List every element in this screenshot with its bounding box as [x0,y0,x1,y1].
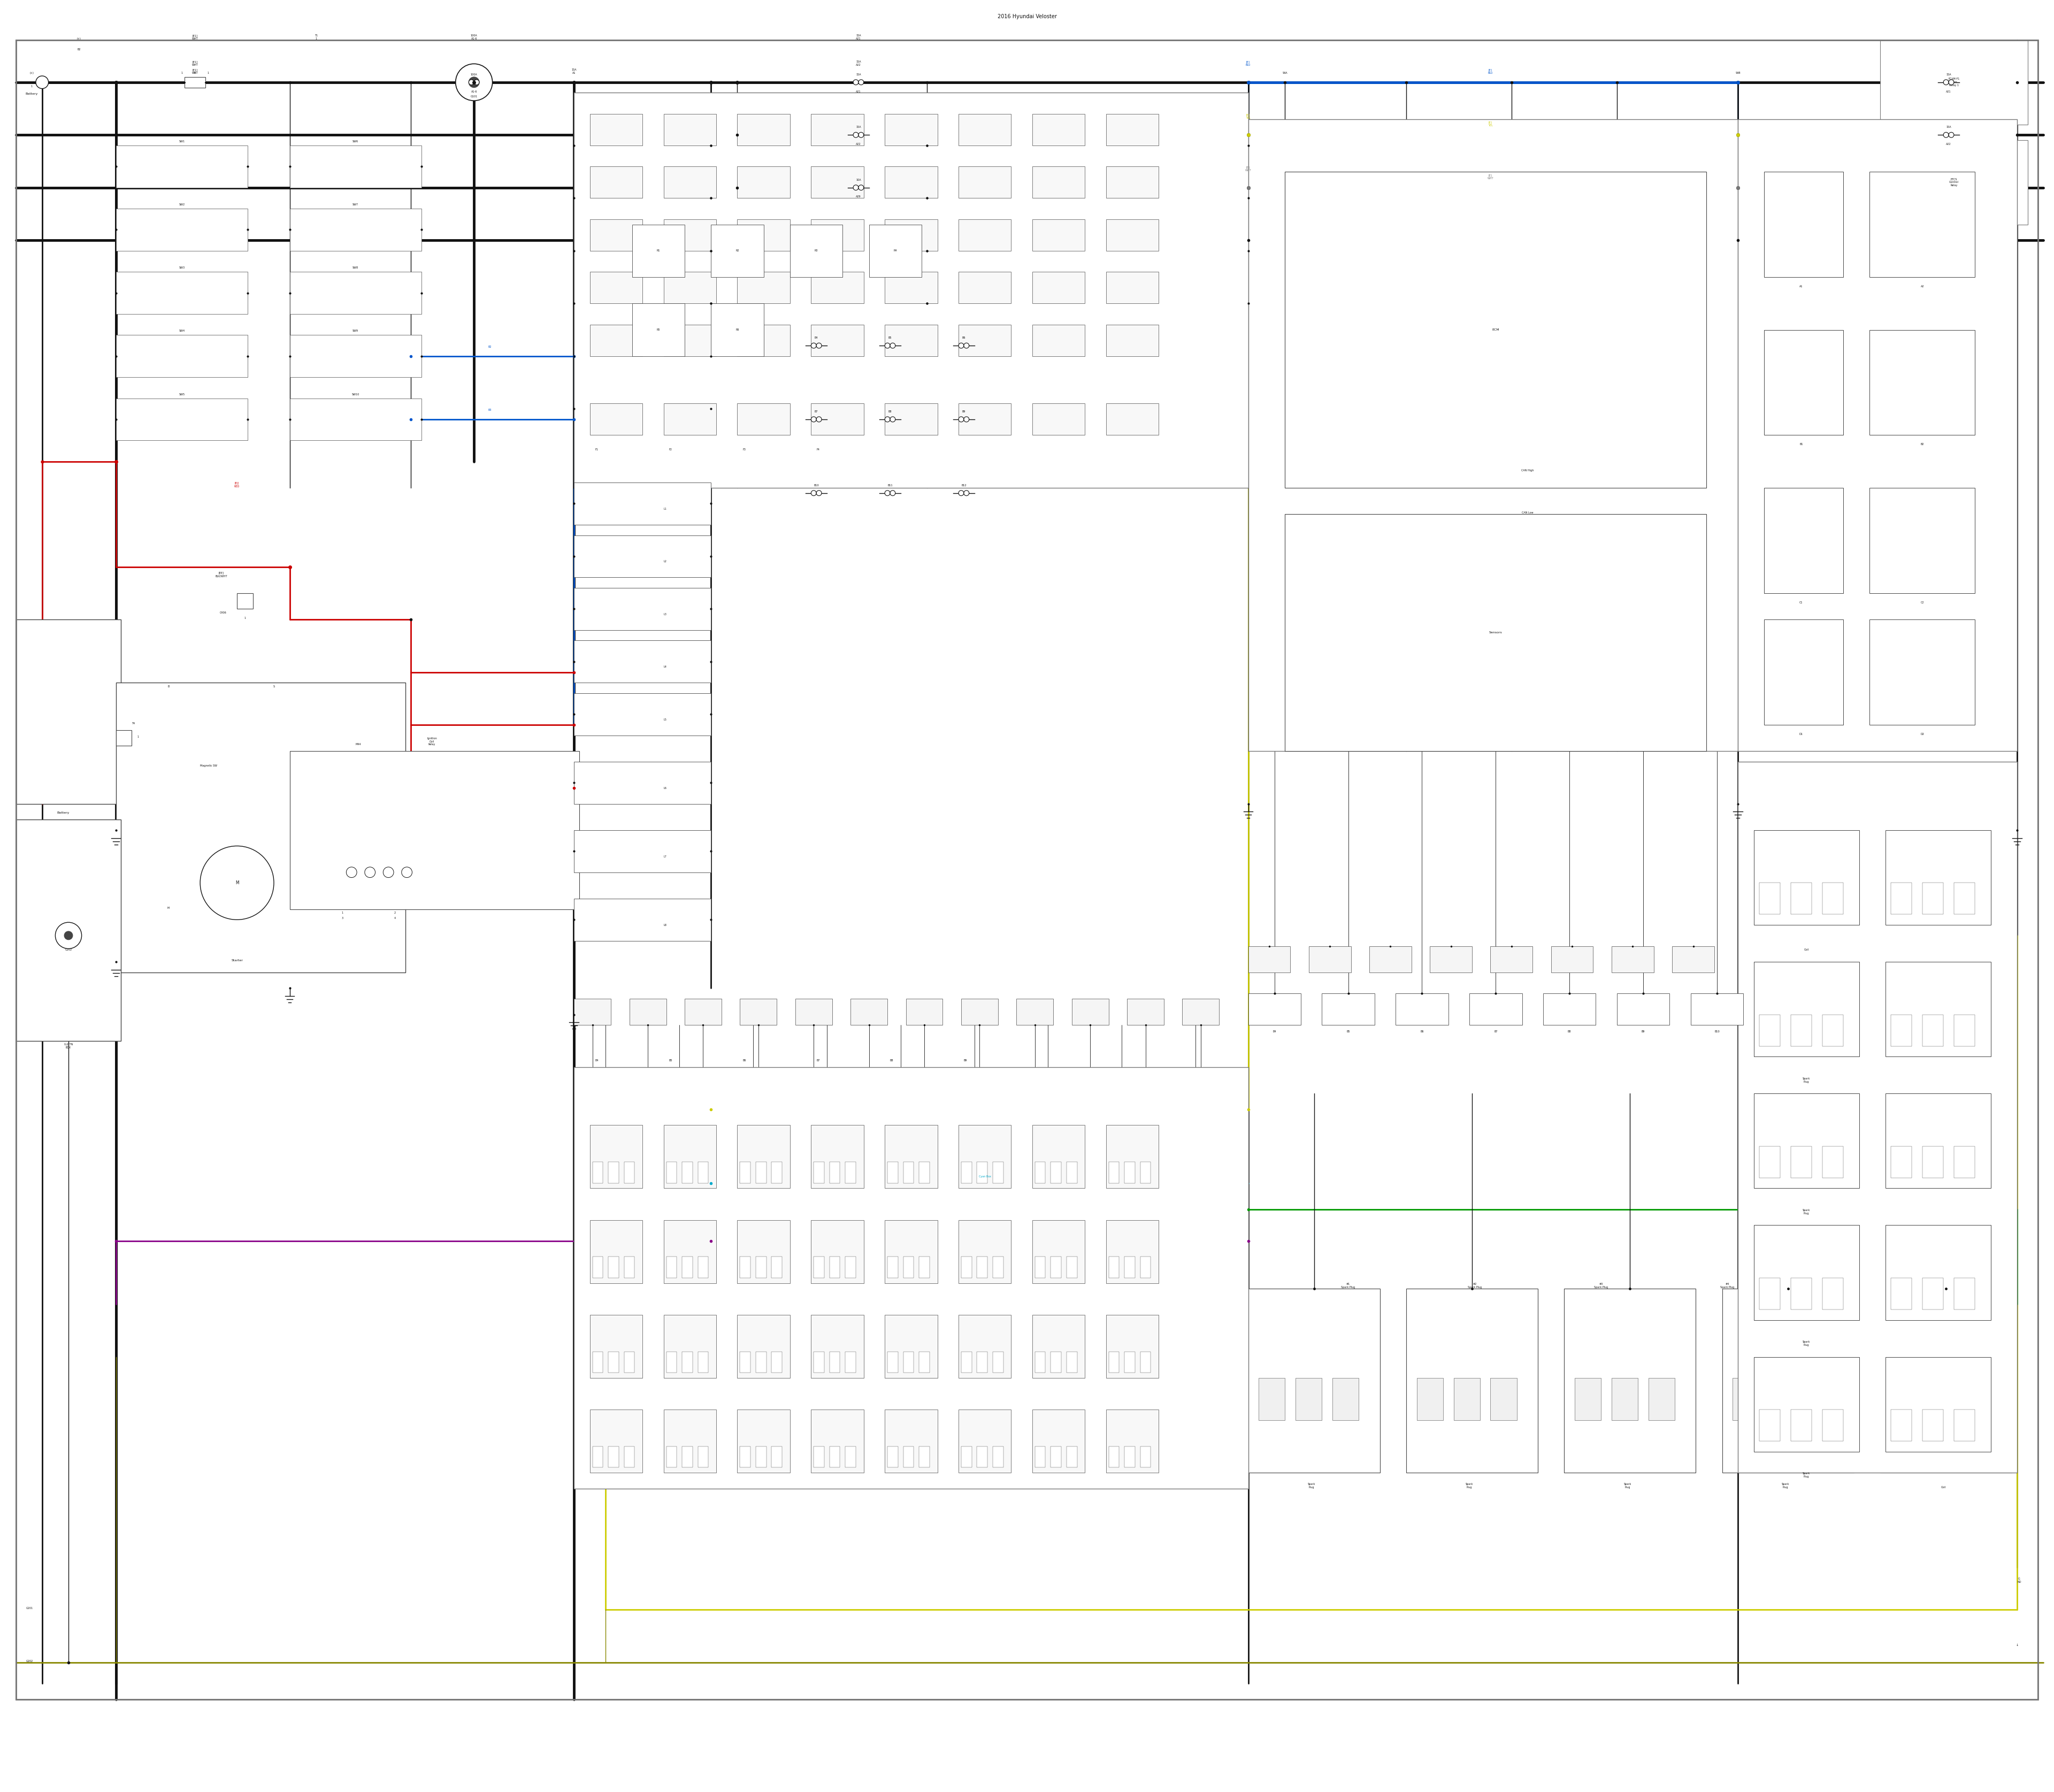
Text: L6: L6 [663,787,668,788]
Text: T4: T4 [131,722,136,724]
Bar [629,998,665,1025]
Text: A29: A29 [857,195,861,199]
Bar [1308,946,1352,973]
Bar [1109,1161,1119,1183]
Bar [885,403,937,435]
Bar [959,219,1011,251]
Bar [290,751,579,909]
Bar [1886,1357,1990,1452]
Bar [1105,167,1158,199]
Bar [961,998,998,1025]
Text: B1: B1 [1799,443,1803,446]
Bar [1754,1093,1859,1188]
Circle shape [468,77,479,88]
Text: SW6: SW6 [353,140,359,143]
Bar [992,1446,1002,1468]
Text: B7: B7 [815,410,817,412]
Bar [115,145,249,188]
Text: 100A: 100A [470,73,477,75]
Bar [663,1410,717,1473]
Text: F1: F1 [596,448,598,452]
Bar [608,1351,618,1373]
Bar [1791,1410,1812,1441]
Bar [1764,172,1842,278]
Bar [737,1125,791,1188]
Bar [961,1256,972,1278]
Text: T1
1: T1 1 [314,34,318,39]
Circle shape [468,79,474,84]
Bar [1869,487,1976,593]
Bar [1754,1226,1859,1321]
Bar [978,1256,988,1278]
Circle shape [474,79,479,84]
Text: [E]
BLU: [E] BLU [1245,61,1251,66]
Bar [608,1161,618,1183]
Text: SW3: SW3 [179,267,185,269]
Text: Battery: Battery [25,93,37,95]
Bar [1033,403,1085,435]
Bar [1286,172,1707,487]
Bar [589,272,643,303]
Text: B4: B4 [1273,1030,1276,1032]
Bar [1879,39,2027,124]
Bar [290,398,421,441]
Bar [1953,1410,1976,1441]
Text: L7: L7 [663,855,668,858]
Bar [992,1161,1002,1183]
Bar [1249,1288,1380,1473]
Bar [1892,1378,1916,1419]
Bar [906,998,943,1025]
Circle shape [859,133,865,138]
Bar [589,1220,643,1283]
Text: [E1]
WHT: [E1] WHT [191,61,197,66]
Text: S4A: S4A [1282,72,1288,73]
Bar [885,1410,937,1473]
Bar [115,335,249,376]
Bar [1764,620,1842,724]
Bar [1109,1446,1119,1468]
Bar [1109,1256,1119,1278]
Bar [1033,115,1085,145]
Bar [1964,1378,1990,1419]
Circle shape [885,491,889,496]
Bar [665,1256,676,1278]
Text: G
ND: G ND [2017,1577,2021,1584]
Bar [290,335,421,376]
Text: L2: L2 [663,561,668,563]
Bar [663,167,717,199]
Text: L5: L5 [663,719,668,720]
Bar [961,1446,972,1468]
Text: A1: A1 [1799,285,1803,289]
Text: A2: A2 [1920,285,1925,289]
Bar [1758,1014,1781,1047]
Circle shape [811,418,815,421]
Bar [961,1351,972,1373]
Bar [756,1351,766,1373]
Text: G202: G202 [27,1659,33,1663]
Bar [573,640,711,683]
Bar [737,219,791,251]
Bar [1690,993,1744,1025]
Text: B4: B4 [815,337,817,339]
Text: L1: L1 [663,507,668,511]
Circle shape [811,491,815,496]
Bar [624,1446,635,1468]
Text: [E]
BLU: [E] BLU [1487,68,1493,73]
Bar [663,272,717,303]
Bar [959,324,1011,357]
Bar [737,167,791,199]
Text: A22: A22 [1945,143,1951,145]
Bar [1754,1357,1859,1452]
Text: B12: B12 [961,484,965,487]
Bar [1296,1378,1323,1419]
Bar [850,998,887,1025]
Circle shape [959,491,963,496]
Bar [1551,946,1594,973]
Text: G101: G101 [470,95,477,99]
Bar [1879,1288,2011,1473]
Bar [1066,1446,1076,1468]
Bar [589,1125,643,1188]
Text: SW7: SW7 [353,202,359,206]
Text: 2016 Hyundai Veloster: 2016 Hyundai Veloster [998,14,1056,20]
Bar [1771,1378,1795,1419]
